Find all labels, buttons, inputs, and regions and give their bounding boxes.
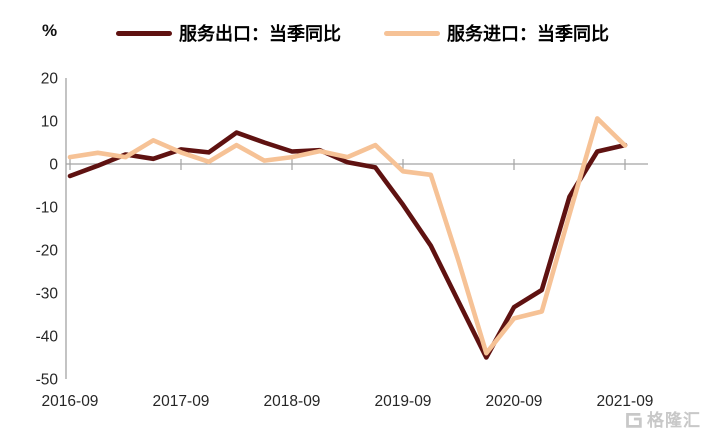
legend-item-services-import: 服务进口：当季同比 [384, 24, 609, 44]
y-tick-label: 20 [41, 71, 59, 88]
export-line-swatch [116, 30, 172, 36]
y-tick-label: -40 [36, 329, 59, 346]
y-tick-label: -10 [36, 200, 59, 217]
y-tick-label: -30 [36, 286, 59, 303]
y-tick-label: 10 [41, 114, 59, 131]
x-tick-label: 2019-09 [375, 393, 432, 410]
x-tick-label: 2018-09 [264, 393, 321, 410]
x-tick-label: 2021-09 [597, 393, 654, 410]
gelonghui-watermark: 格隆汇 [622, 406, 701, 431]
x-tick-label: 2017-09 [153, 393, 210, 410]
legend-item-services-export: 服务出口：当季同比 [116, 24, 341, 44]
y-axis-unit-label: % [42, 21, 58, 40]
legend: 服务出口：当季同比 服务进口：当季同比 [0, 0, 702, 44]
legend-label-services-export: 服务出口：当季同比 [179, 24, 341, 44]
gelonghui-logo-icon [626, 412, 642, 428]
services-import-line [67, 116, 628, 356]
watermark-text: 格隆汇 [647, 411, 701, 430]
y-tick-label: -20 [36, 243, 59, 260]
x-tick-label: 2016-09 [42, 393, 99, 410]
import-line-swatch [384, 30, 440, 36]
services-export-line [67, 130, 628, 360]
x-tick-label: 2020-09 [486, 393, 543, 410]
y-tick-label: -50 [36, 372, 59, 389]
legend-label-services-import: 服务进口：当季同比 [447, 24, 609, 44]
y-tick-label: 0 [49, 157, 58, 174]
